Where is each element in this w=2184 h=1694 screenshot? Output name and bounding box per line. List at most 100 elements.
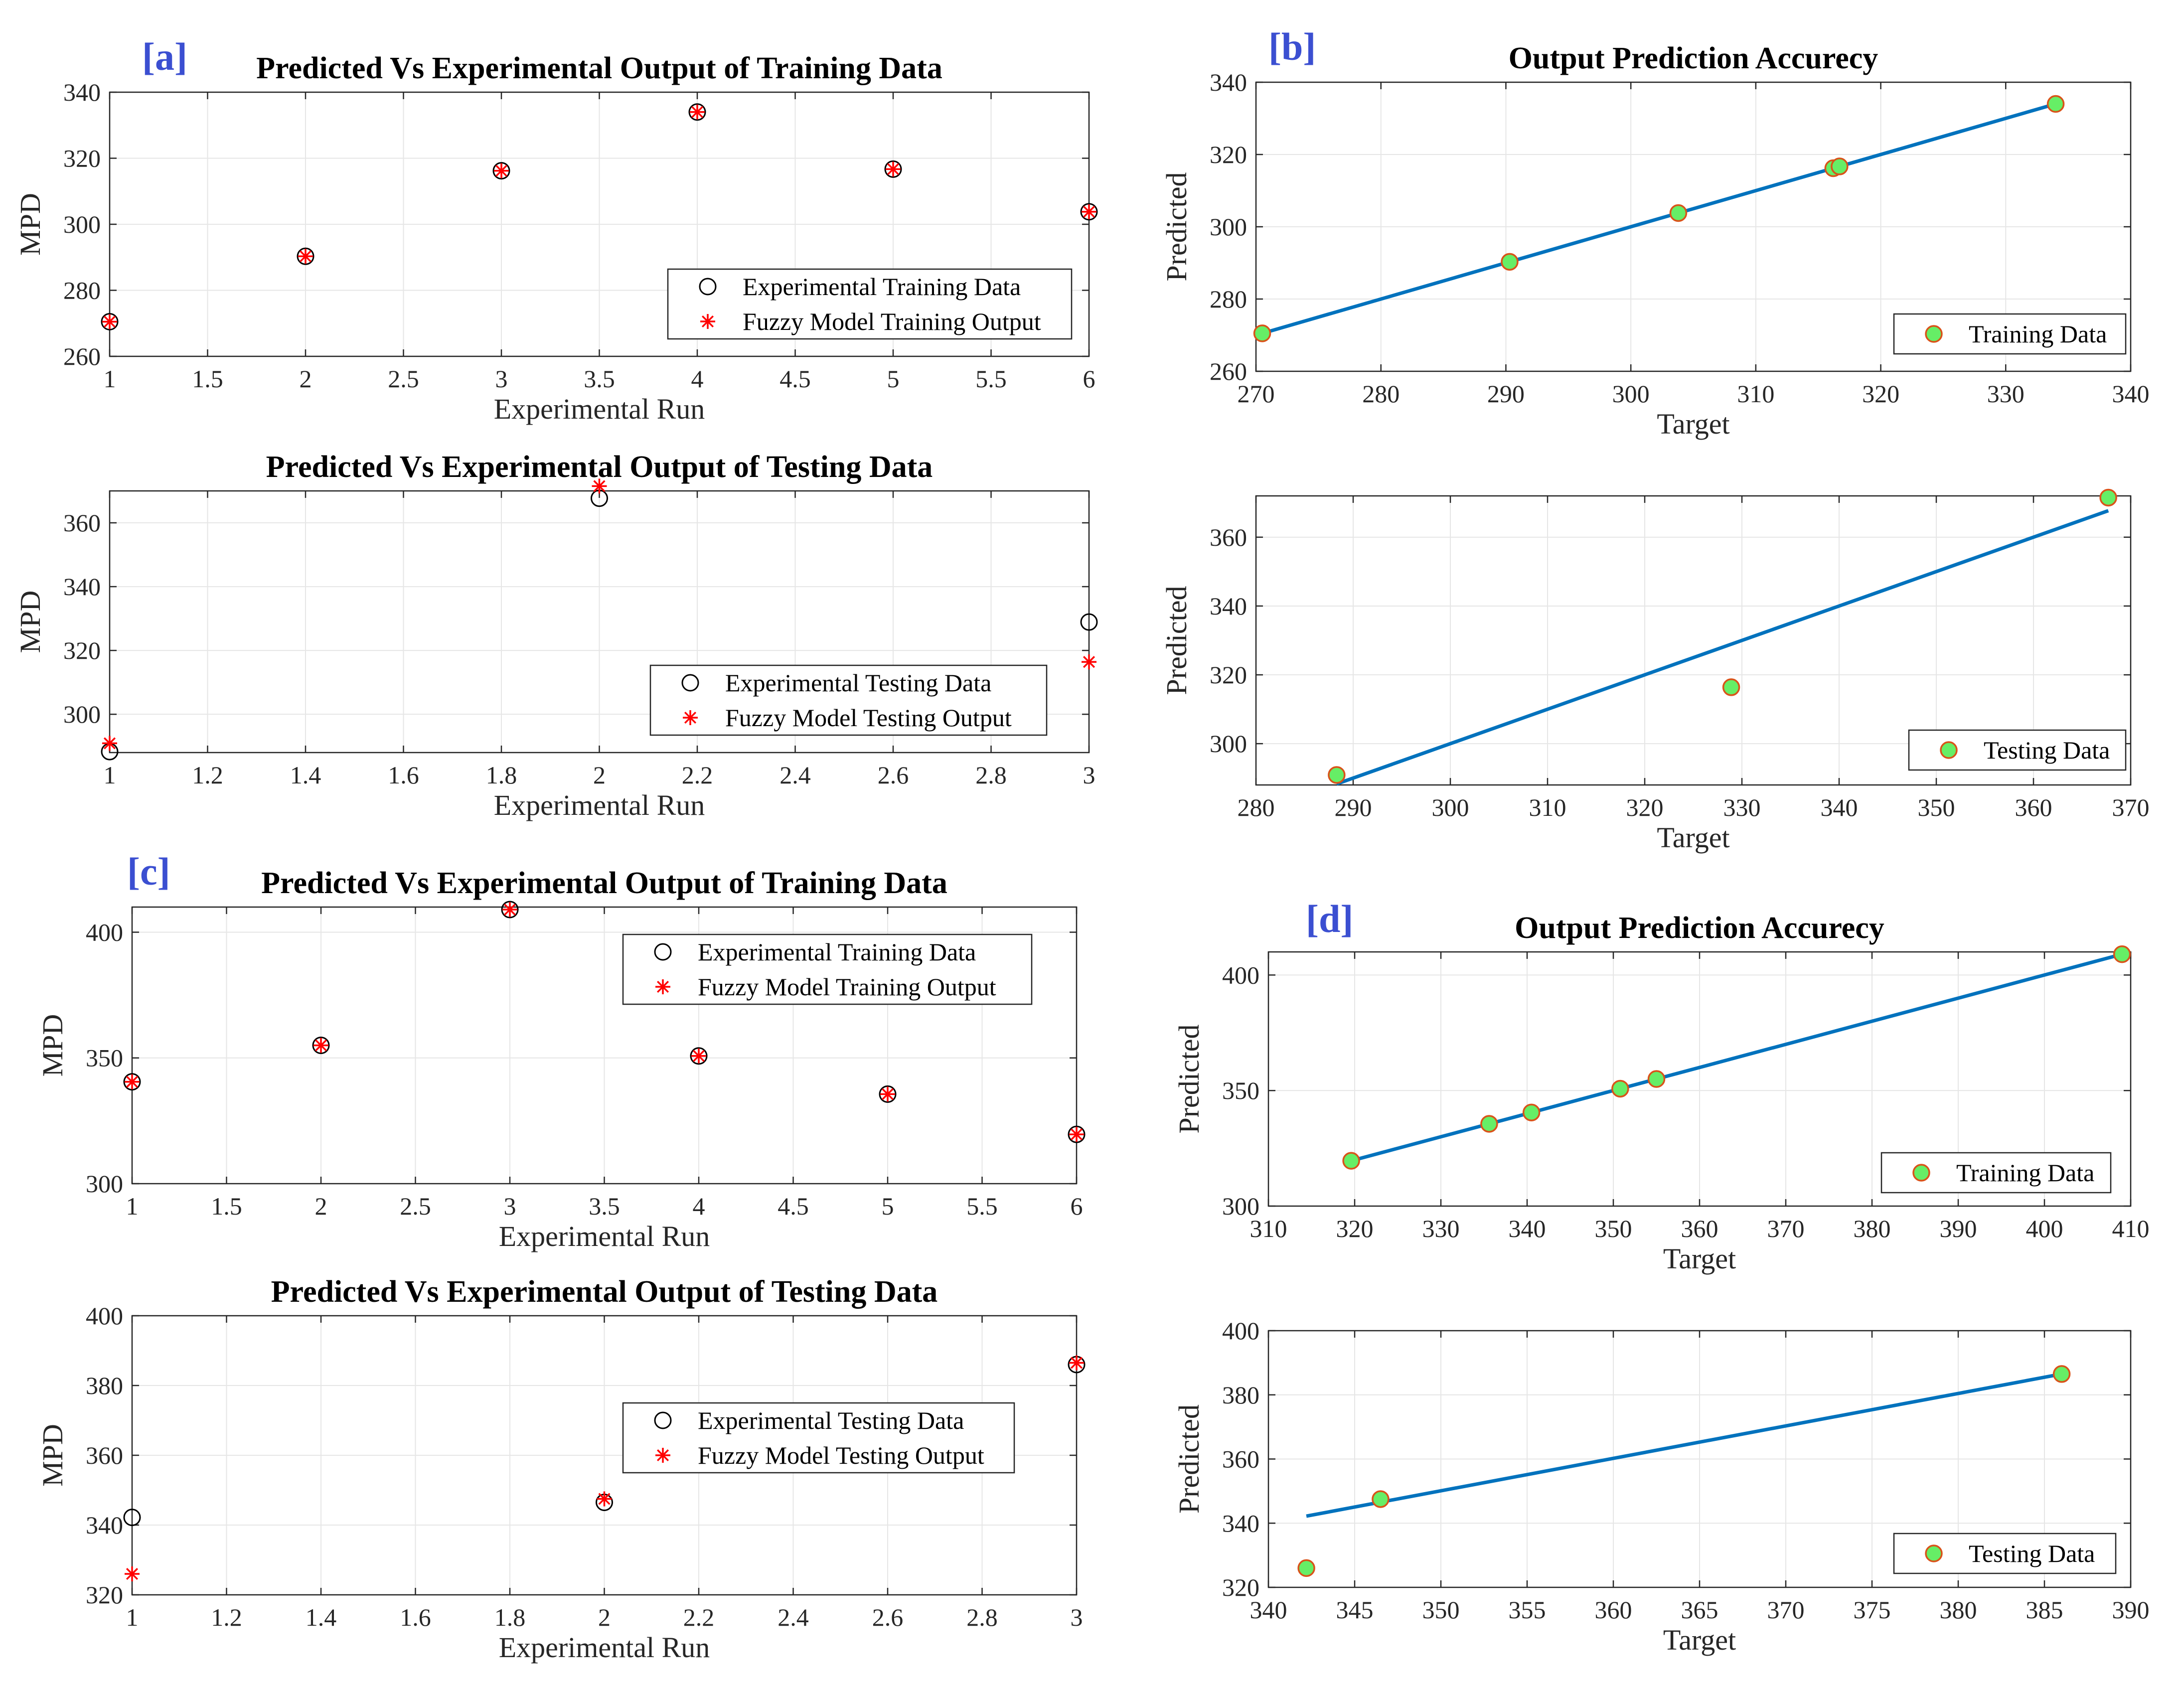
x-tick-label: 2.4 xyxy=(780,761,811,789)
data-point-asterisk xyxy=(102,736,117,751)
chart-title: Predicted Vs Experimental Output of Trai… xyxy=(256,51,942,85)
x-tick-label: 3 xyxy=(1071,1603,1083,1631)
y-tick-label: 360 xyxy=(63,509,101,537)
x-tick-label: 310 xyxy=(1737,380,1774,408)
y-tick-label: 340 xyxy=(63,78,101,106)
chart-title: Output Prediction Accurecy xyxy=(1509,41,1878,75)
x-tick-label: 300 xyxy=(1432,793,1469,821)
y-tick-label: 260 xyxy=(63,342,101,370)
legend-entry: Training Data xyxy=(1969,320,2107,348)
data-point xyxy=(2046,95,2065,113)
x-tick-label: 270 xyxy=(1238,380,1275,408)
x-tick-label: 2.5 xyxy=(400,1192,431,1220)
y-axis-label: MPD xyxy=(14,591,46,653)
x-tick-label: 4 xyxy=(693,1192,705,1220)
legend-entry: Fuzzy Model Testing Output xyxy=(698,1441,984,1469)
y-tick-label: 400 xyxy=(86,918,123,946)
data-point-circle xyxy=(1080,613,1098,631)
chart-b2: 280 290 300 310 320 330 340 350 360 370 300 320 340 3… xyxy=(1160,488,2150,854)
data-point-circle xyxy=(297,247,314,265)
x-tick-label: 3 xyxy=(1083,761,1095,789)
data-point-circle xyxy=(123,1073,141,1091)
data-point xyxy=(2099,488,2117,507)
legend-entry: Fuzzy Model Testing Output xyxy=(725,704,1012,732)
data-point-circle xyxy=(690,1047,708,1065)
x-tick-label: 340 xyxy=(1250,1596,1287,1624)
fit-line xyxy=(1306,1372,2062,1518)
x-tick-label: 410 xyxy=(2112,1215,2150,1242)
x-tick-label: 6 xyxy=(1071,1192,1083,1220)
y-tick-label: 320 xyxy=(86,1581,123,1609)
data-point-asterisk-stroke xyxy=(1083,205,1095,218)
legend-marker-dot xyxy=(1925,1544,1943,1562)
data-point-asterisk xyxy=(502,902,517,918)
y-axis-label: Predicted xyxy=(1173,1024,1205,1133)
y-tick-label: 400 xyxy=(86,1302,123,1330)
x-tick-label: 330 xyxy=(1723,793,1761,821)
x-tick-label: 355 xyxy=(1509,1596,1546,1624)
data-point xyxy=(1722,678,1740,696)
x-tick-label: 400 xyxy=(2026,1215,2063,1242)
data-point-asterisk xyxy=(313,1038,328,1053)
fit-line xyxy=(1336,509,2109,786)
x-tick-label: 390 xyxy=(1940,1215,1977,1242)
legend-marker-circle xyxy=(654,1411,672,1429)
x-tick-label: 1.2 xyxy=(192,761,223,789)
x-tick-label: 4 xyxy=(691,365,704,393)
x-tick-label: 3.5 xyxy=(584,365,615,393)
x-tick-label: 1.2 xyxy=(211,1603,242,1631)
legend-marker-dot xyxy=(1925,325,1943,343)
data-point-asterisk-stroke xyxy=(887,163,900,175)
data-point xyxy=(1611,1079,1629,1098)
data-point xyxy=(1501,253,1519,271)
data-point xyxy=(1831,157,1849,175)
legend-entry: Fuzzy Model Training Output xyxy=(698,973,996,1001)
y-tick-label: 320 xyxy=(1210,141,1247,168)
x-tick-label: 2.2 xyxy=(682,761,713,789)
data-point-asterisk xyxy=(1069,1127,1084,1142)
chart-c1: 1 1.5 2 2.5 3 3.5 4 4.5 5 5.5 6 300 350 400 Experiment… xyxy=(36,850,1086,1252)
y-tick-label: 400 xyxy=(1222,1317,1259,1345)
data-point-asterisk-stroke xyxy=(103,737,116,750)
data-point-asterisk xyxy=(691,1048,706,1064)
y-tick-label: 300 xyxy=(1210,213,1247,241)
chart-b1: 270 280 290 300 310 320 330 340 260 280 300 320 340 T… xyxy=(1160,25,2150,440)
chart-title: Predicted Vs Experimental Output of Test… xyxy=(271,1275,938,1309)
x-tick-label: 6 xyxy=(1083,365,1095,393)
x-tick-label: 330 xyxy=(1987,380,2025,408)
data-point-asterisk xyxy=(1069,1355,1084,1371)
y-tick-label: 360 xyxy=(86,1441,123,1469)
y-axis-label: MPD xyxy=(14,193,46,256)
x-tick-label: 2.2 xyxy=(683,1603,715,1631)
x-tick-label: 340 xyxy=(1509,1215,1546,1242)
x-tick-label: 5 xyxy=(882,1192,894,1220)
data-point-circle xyxy=(884,160,902,178)
data-point-circle xyxy=(1068,1125,1086,1143)
x-axis-label: Target xyxy=(1663,1242,1736,1275)
x-tick-label: 2 xyxy=(315,1192,327,1220)
y-tick-label: 340 xyxy=(1210,592,1247,620)
panel-label: [c] xyxy=(127,850,170,893)
legend-marker-circle xyxy=(654,943,672,961)
y-tick-label: 340 xyxy=(86,1511,123,1539)
data-point-asterisk-stroke xyxy=(691,106,704,118)
x-tick-label: 2.8 xyxy=(975,761,1007,789)
legend-entry: Testing Data xyxy=(1984,736,2110,764)
panel-label: [b] xyxy=(1268,25,1316,68)
x-axis-label: Target xyxy=(1663,1624,1736,1656)
data-point xyxy=(2052,1365,2071,1383)
x-tick-label: 1.8 xyxy=(494,1603,526,1631)
y-axis-label: Predicted xyxy=(1173,1404,1205,1514)
data-point-asterisk xyxy=(125,1074,140,1089)
data-point-circle xyxy=(688,103,706,121)
x-tick-label: 2.5 xyxy=(388,365,419,393)
x-tick-label: 2.8 xyxy=(966,1603,998,1631)
x-tick-label: 5.5 xyxy=(966,1192,998,1220)
x-tick-label: 290 xyxy=(1487,380,1525,408)
x-tick-label: 1.4 xyxy=(306,1603,337,1631)
legend-entry: Testing Data xyxy=(1969,1540,2095,1567)
y-tick-label: 380 xyxy=(86,1372,123,1399)
data-point-circle xyxy=(312,1037,330,1054)
x-tick-label: 2 xyxy=(593,761,606,789)
